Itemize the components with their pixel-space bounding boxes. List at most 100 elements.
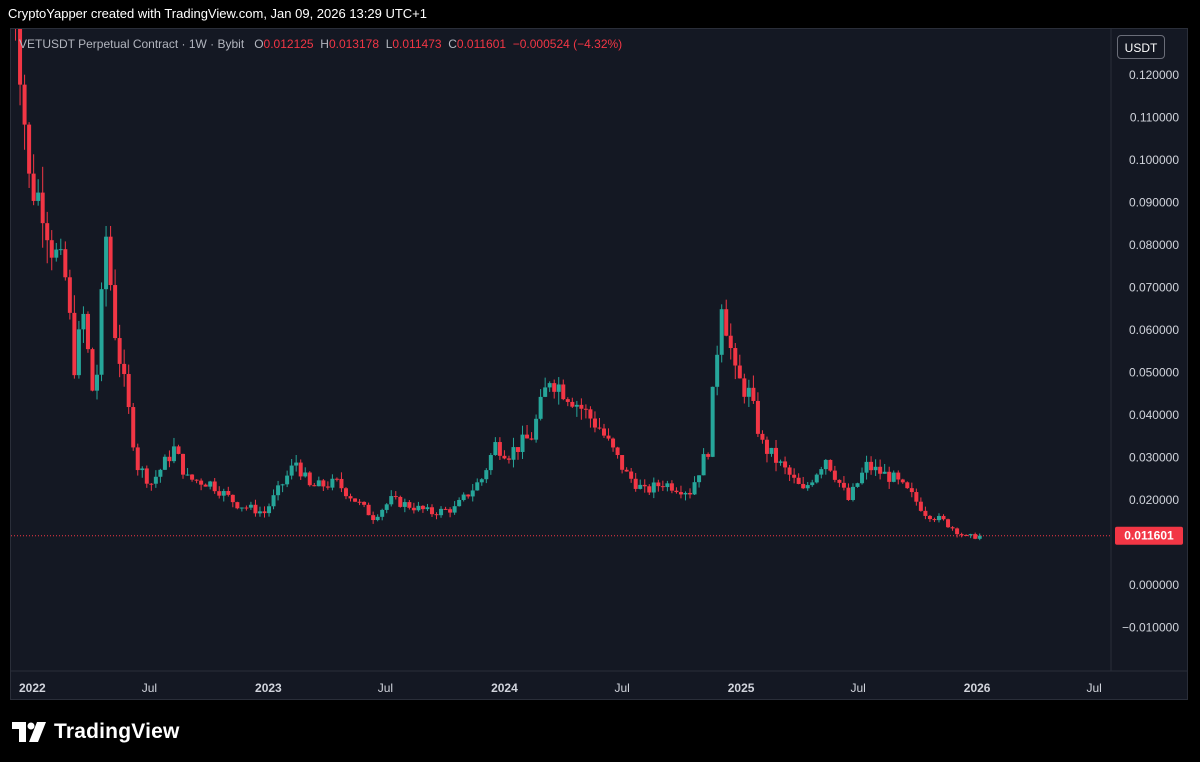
candle-body xyxy=(597,427,602,429)
candle-body xyxy=(22,84,27,125)
candle-body xyxy=(950,527,955,529)
candle-body xyxy=(936,515,941,521)
candle-body xyxy=(846,487,851,500)
candlestick-chart[interactable]: 0.120000 0.110000 0.100000 0.090000 0.080000… xyxy=(11,29,1188,700)
candle-body xyxy=(602,428,607,436)
candle-body xyxy=(126,374,131,408)
y-tick-label: 0.030000 xyxy=(1129,451,1179,465)
candle-body xyxy=(579,404,584,409)
candle-body xyxy=(801,483,806,489)
y-tick-label: −0.010000 xyxy=(1122,621,1179,635)
candle-body xyxy=(389,496,394,505)
candle-body xyxy=(968,534,973,536)
candle-body xyxy=(688,492,693,495)
candle-body xyxy=(434,514,439,516)
candle-body xyxy=(181,453,186,475)
tradingview-brand-text: TradingView xyxy=(54,720,180,743)
y-tick-label: 0.090000 xyxy=(1129,196,1179,210)
candle-body xyxy=(715,354,720,387)
candle-body xyxy=(665,483,670,488)
candle-body xyxy=(624,469,629,472)
candle-body xyxy=(959,534,964,536)
candle-body xyxy=(199,480,204,485)
candle-body xyxy=(104,236,109,290)
x-tick-label: Jul xyxy=(142,681,157,695)
candle-body xyxy=(393,496,398,498)
candle-body xyxy=(615,447,620,456)
candle-body xyxy=(769,447,774,454)
candle-body xyxy=(629,471,634,479)
candle-body xyxy=(493,442,498,456)
candle-body xyxy=(850,486,855,500)
candle-body xyxy=(140,468,145,471)
candle-body xyxy=(27,124,32,174)
candle-body xyxy=(511,447,516,460)
currency-button[interactable]: USDT xyxy=(1117,35,1165,59)
candle-body xyxy=(814,474,819,483)
candle-body xyxy=(837,479,842,483)
candle-body xyxy=(167,456,172,462)
candle-body xyxy=(18,29,23,85)
candle-body xyxy=(484,470,489,480)
candle-body xyxy=(710,386,715,457)
candle-body xyxy=(941,515,946,520)
candle-body xyxy=(638,484,643,489)
tradingview-logo-icon xyxy=(12,722,46,742)
candle-body xyxy=(144,468,149,484)
candle-body xyxy=(556,384,561,392)
candle-body xyxy=(674,490,679,493)
x-tick-label: 2025 xyxy=(728,681,755,695)
candle-body xyxy=(864,461,869,473)
candle-body xyxy=(149,483,154,485)
candle-body xyxy=(162,456,167,470)
candle-body xyxy=(633,478,638,489)
x-tick-label: Jul xyxy=(1087,681,1102,695)
candle-body xyxy=(737,365,742,379)
candle-body xyxy=(543,387,548,397)
y-tick-label: 0.020000 xyxy=(1129,493,1179,507)
candle-body xyxy=(466,494,471,497)
low-label: L xyxy=(385,37,393,51)
candle-body xyxy=(606,435,611,439)
candle-body xyxy=(660,486,665,488)
candle-body xyxy=(805,485,810,489)
change-value: −0.000524 (−4.32%) xyxy=(512,37,623,51)
candle-body xyxy=(525,434,530,439)
candle-body xyxy=(235,502,240,509)
candle-body xyxy=(185,474,190,476)
candle-body xyxy=(733,348,738,366)
chart-panel[interactable]: 0.120000 0.110000 0.100000 0.090000 0.080000… xyxy=(10,28,1188,700)
candle-body xyxy=(203,484,208,487)
candle-body xyxy=(964,535,969,537)
candle-body xyxy=(276,485,281,496)
candle-body xyxy=(81,313,86,330)
x-tick-label: Jul xyxy=(378,681,393,695)
candle-body xyxy=(697,475,702,483)
candle-body xyxy=(76,329,81,376)
tradingview-logo[interactable]: TradingView xyxy=(12,718,180,746)
candle-body xyxy=(882,471,887,474)
close-label: C xyxy=(448,37,457,51)
candle-body xyxy=(692,482,697,495)
candle-body xyxy=(461,494,466,500)
candle-body xyxy=(878,466,883,474)
candle-body xyxy=(171,446,176,462)
symbol-info[interactable]: VETUSDT Perpetual Contract · 1W · Bybit xyxy=(19,37,245,51)
candle-body xyxy=(244,507,249,509)
candle-body xyxy=(67,277,72,313)
candle-body xyxy=(488,455,493,471)
candle-body xyxy=(49,240,54,258)
candle-body xyxy=(620,455,625,470)
candle-body xyxy=(887,471,892,482)
candle-body xyxy=(547,383,552,388)
y-tick-label: 0.050000 xyxy=(1129,366,1179,380)
candle-body xyxy=(221,491,226,496)
candle-body xyxy=(176,446,181,454)
candle-body xyxy=(574,404,579,407)
candle-body xyxy=(40,192,45,224)
candle-body xyxy=(343,488,348,497)
candle-body xyxy=(371,515,376,521)
high-value: 0.013178 xyxy=(328,37,380,51)
y-tick-label: 0.000000 xyxy=(1129,578,1179,592)
y-tick-label: 0.070000 xyxy=(1129,281,1179,295)
